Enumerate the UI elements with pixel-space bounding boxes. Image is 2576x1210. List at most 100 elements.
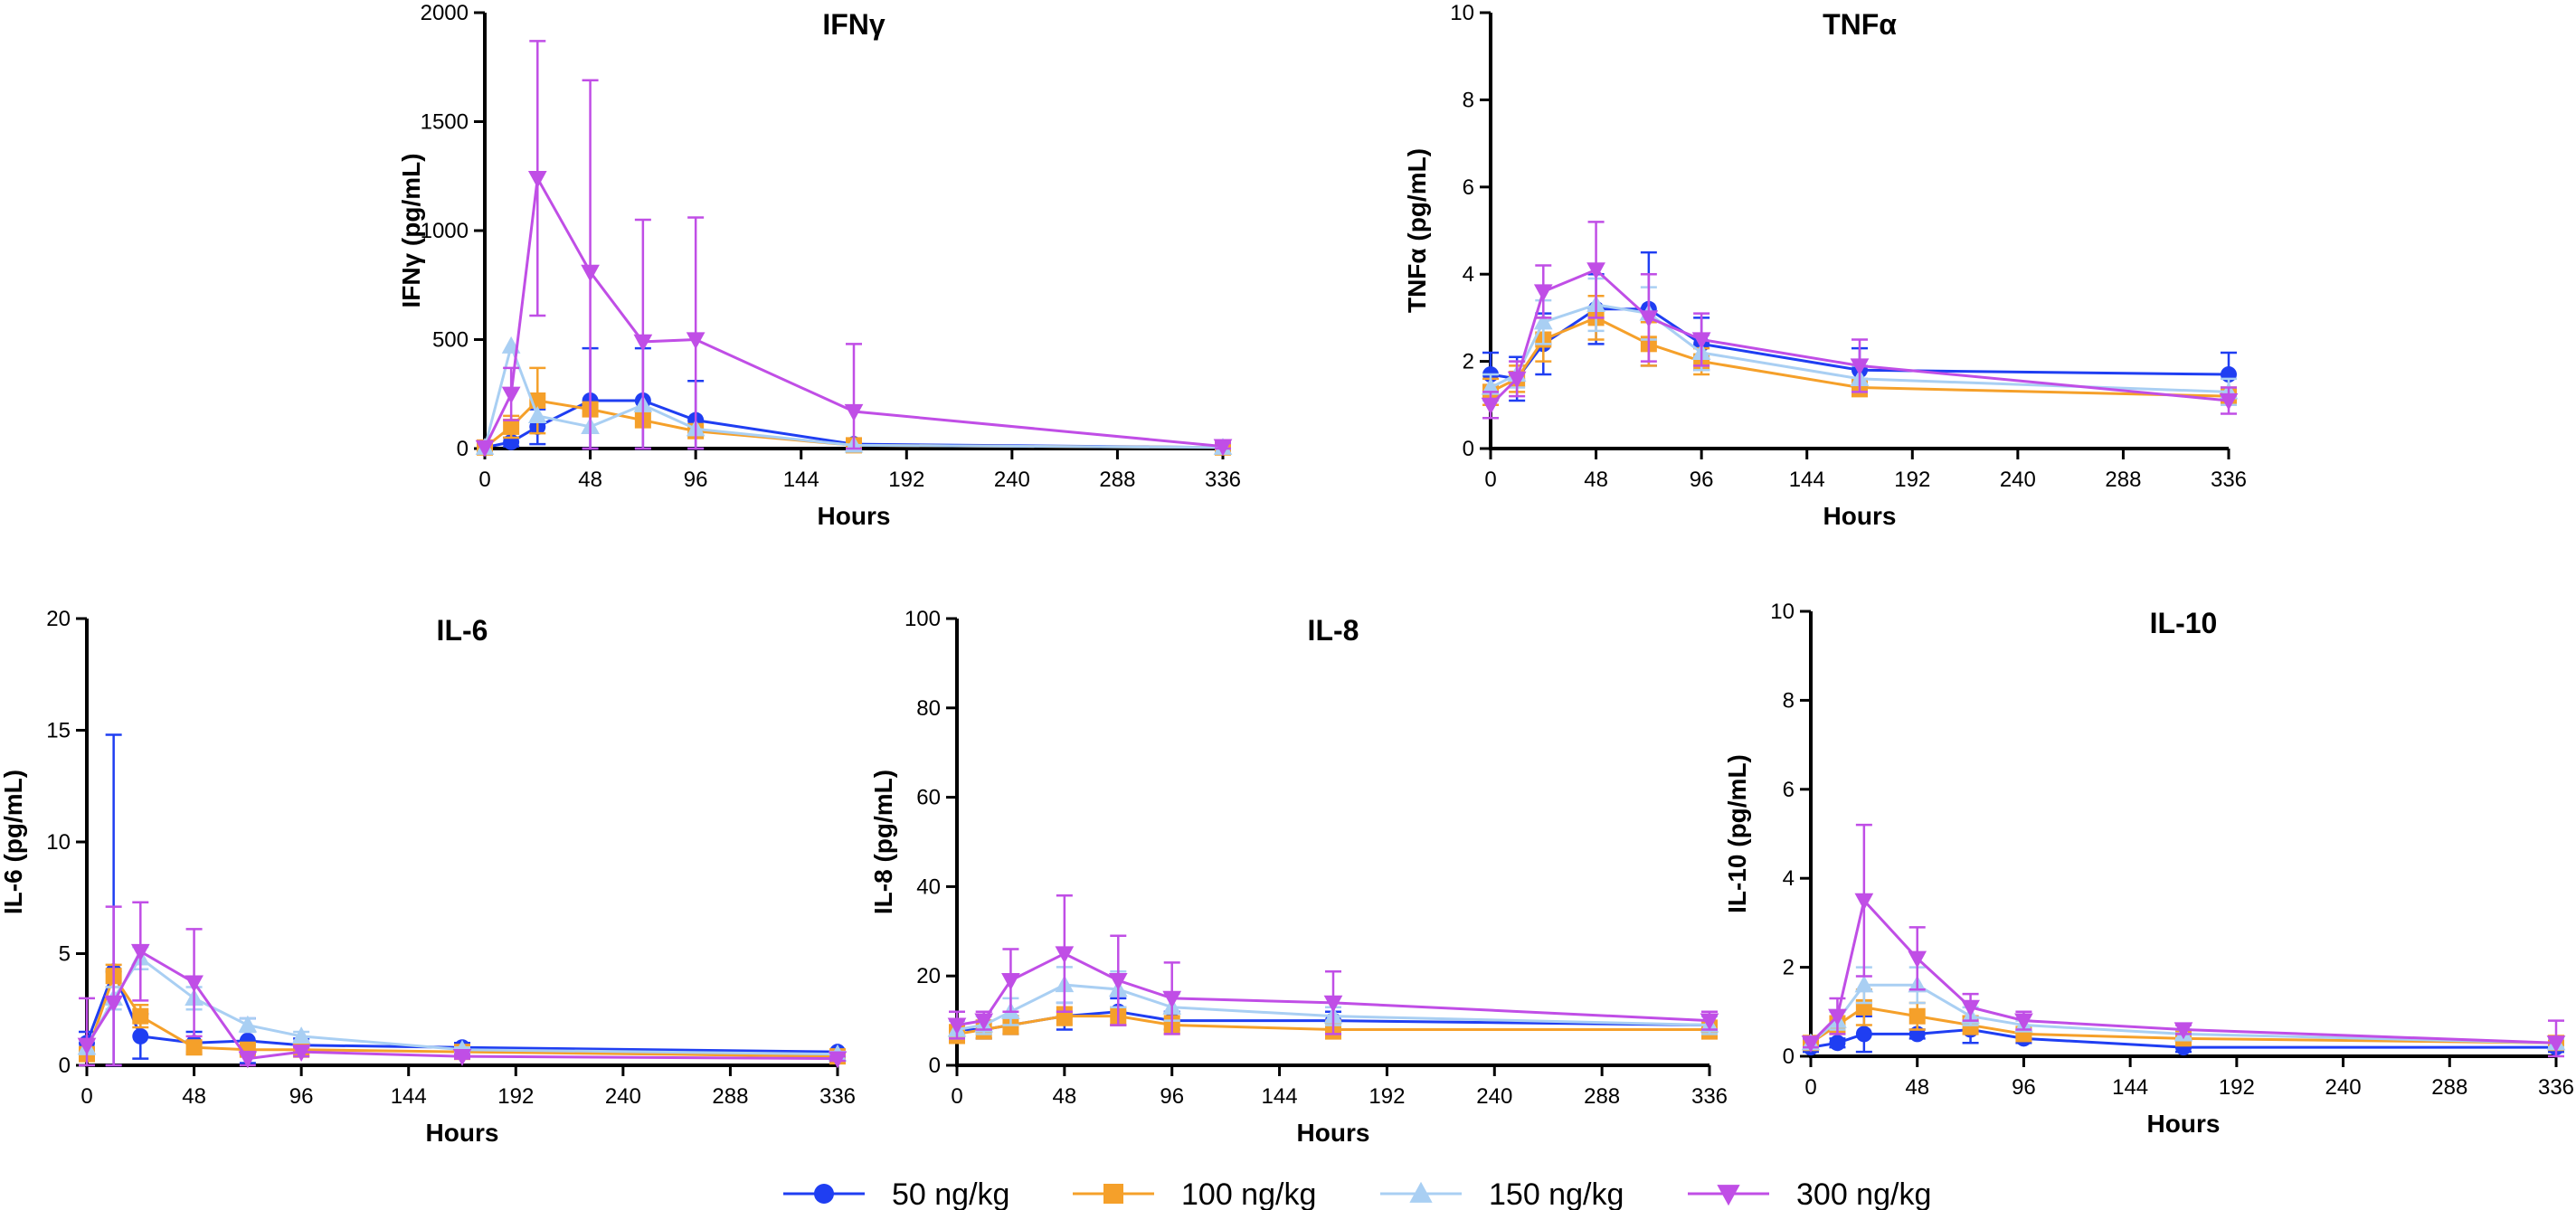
y-tick-label: 2 [1783,956,1795,980]
y-tick-label: 60 [916,786,941,810]
data-point [686,332,706,350]
data-point [1961,999,1980,1017]
x-axis-title: Hours [1823,502,1897,530]
x-tick-label: 240 [1476,1084,1512,1109]
y-tick-label: 2000 [421,1,469,25]
data-point [291,1045,311,1062]
x-tick-label: 96 [1690,468,1714,492]
x-tick-label: 0 [478,468,490,492]
data-point [1801,1035,1821,1054]
legend-label: 150 ng/kg [1489,1177,1624,1210]
y-tick-label: 10 [1770,600,1795,624]
y-tick-label: 4 [1463,262,1474,287]
y-tick-label: 15 [46,719,71,743]
x-tick-label: 240 [2325,1075,2362,1100]
legend-item-300-ng-kg: 300 ng/kg [1688,1177,1931,1210]
chart-panel-il-10: 0 2 4 6 8 10 0 48 96 144 192 240 288 336 IL-10 Hours IL-… [1723,600,2574,1138]
data-point [1639,310,1659,328]
chart-panel-il-8: 0 20 40 60 80 100 0 48 96 144 192 240 288 336 IL-8 Hour… [869,607,1728,1147]
y-axis-title: IFNγ (pg/mL) [397,153,425,307]
series-300-ng-kg [947,894,1719,1040]
data-point [527,406,547,423]
data-point [1162,990,1182,1008]
x-tick-label: 336 [1205,468,1241,492]
x-axis-title: Hours [818,502,891,530]
data-point [1533,284,1553,302]
x-tick-label: 96 [1160,1084,1184,1109]
y-tick-label: 100 [904,607,941,631]
data-point [1855,1026,1872,1043]
x-tick-label: 288 [1584,1084,1620,1109]
x-tick-label: 48 [1905,1075,1929,1100]
x-tick-label: 240 [605,1084,641,1109]
legend-item-100-ng-kg: 100 ng/kg [1073,1177,1316,1210]
data-point [132,1027,149,1045]
data-point [947,1017,967,1035]
legend-label: 100 ng/kg [1181,1177,1316,1210]
x-tick-label: 144 [391,1084,427,1109]
x-tick-label: 144 [1262,1084,1298,1109]
series-300-ng-kg [77,901,848,1069]
y-tick-label: 10 [46,830,71,855]
data-point [1586,262,1605,280]
y-tick-label: 80 [916,696,941,721]
panel-title: TNFα [1823,8,1897,41]
data-point [2174,1022,2193,1040]
y-tick-label: 20 [916,964,941,988]
y-tick-label: 1000 [421,219,469,243]
data-point [581,264,600,282]
legend-marker [814,1184,834,1204]
x-tick-label: 336 [1691,1084,1728,1109]
data-point [104,995,123,1013]
x-tick-label: 96 [684,468,708,492]
chart-panel-il-6: 0 5 10 15 20 0 48 96 144 192 240 288 336 IL-6 Hours IL-… [0,607,856,1147]
y-axis-title: IL-6 (pg/mL) [0,770,27,914]
series-line [1809,897,2557,1045]
legend-label: 300 ng/kg [1796,1177,1931,1210]
y-tick-label: 8 [1783,688,1795,713]
series-line [1489,268,2230,406]
x-tick-label: 144 [783,468,819,492]
x-tick-label: 288 [712,1084,748,1109]
x-tick-label: 48 [182,1084,206,1109]
series-line [85,949,838,1061]
data-point [1691,332,1711,350]
legend: 50 ng/kg 100 ng/kg 150 ng/kg 300 ng/kg [783,1177,1931,1210]
data-point [633,334,653,352]
x-tick-label: 96 [289,1084,314,1109]
legend-marker [1103,1184,1123,1204]
series-300-ng-kg [475,40,1233,458]
data-point [1481,397,1501,415]
data-point [1908,950,1927,969]
data-point [1829,1035,1846,1052]
data-point [1533,312,1553,330]
panel-title: IL-8 [1308,614,1359,647]
x-tick-label: 336 [2538,1075,2574,1100]
data-point [1108,973,1128,990]
legend-marker [1409,1181,1433,1203]
x-axis-title: Hours [426,1119,499,1147]
data-point [185,975,204,993]
x-tick-label: 0 [951,1084,962,1109]
y-tick-label: 1500 [421,110,469,135]
x-axis-title: Hours [1297,1119,1370,1147]
chart-panel-tnf: 0 2 4 6 8 10 0 48 96 144 192 240 288 336 TNFα Hours TNFα… [1403,1,2247,530]
data-point [1854,975,1874,993]
x-tick-label: 240 [994,468,1030,492]
data-point [828,1051,848,1069]
x-tick-label: 288 [2105,468,2141,492]
data-point [238,1015,258,1033]
x-tick-label: 336 [819,1084,856,1109]
x-tick-label: 192 [1368,1084,1405,1109]
legend-item-150-ng-kg: 150 ng/kg [1380,1177,1624,1210]
x-tick-label: 288 [1099,468,1135,492]
x-tick-label: 96 [2012,1075,2036,1100]
error-bar [582,79,599,450]
y-tick-label: 0 [59,1054,71,1078]
data-point [475,440,495,458]
y-tick-label: 0 [457,437,469,461]
y-tick-label: 2 [1463,350,1474,374]
data-point [1213,439,1233,457]
x-tick-label: 192 [2219,1075,2255,1100]
